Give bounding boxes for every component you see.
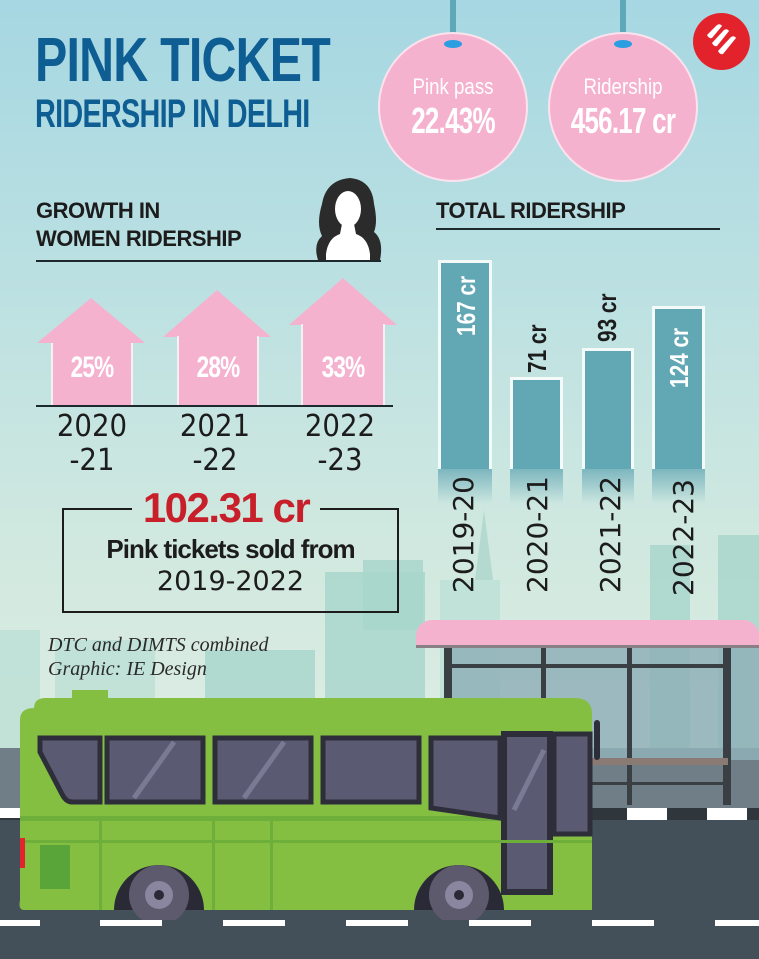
growth-value: 25%: [70, 351, 115, 384]
bar-fade: [510, 469, 563, 504]
badge-label: Ridership: [583, 74, 663, 99]
ridership-badge: Ridership 456.17 cr: [548, 32, 698, 182]
ridership-heading: TOTAL RIDERSHIP: [436, 198, 626, 223]
badge-string: [450, 0, 456, 42]
ridership-bar: [582, 348, 634, 469]
curb-mark: [0, 808, 20, 818]
shelter-post: [723, 645, 731, 805]
bar-fade: [652, 469, 705, 504]
growth-value: 28%: [196, 351, 241, 384]
woman-silhouette-icon: [308, 174, 388, 262]
lane-dash: [223, 920, 285, 926]
bar-fade: [582, 469, 634, 504]
ridership-heading-rule: [436, 228, 720, 230]
curb-mark: [707, 808, 747, 820]
growth-arrow-head: [289, 278, 397, 325]
curb-mark: [627, 808, 667, 820]
box-border: [62, 508, 132, 510]
growth-year-label: 2020 -21: [56, 409, 128, 478]
bus-illustration: [14, 690, 614, 925]
bar-year-label: 2019-20: [447, 476, 480, 593]
ridership-bar: [438, 260, 492, 469]
lane-dash: [346, 920, 408, 926]
bar-year-label: 2021-22: [594, 476, 627, 593]
pink-tickets-value: 102.31 cr: [142, 484, 311, 531]
badge-knot: [444, 40, 462, 48]
shelter-post: [541, 645, 546, 705]
growth-year-label: 2021 -22: [179, 409, 251, 478]
lane-dash: [100, 920, 162, 926]
graphic-credit: Graphic: IE Design: [48, 658, 207, 680]
lane-dash: [715, 920, 759, 926]
lane-dash: [0, 920, 40, 926]
ridership-bar: [652, 306, 705, 469]
badge-knot: [614, 40, 632, 48]
growth-arrow-head: [163, 290, 271, 337]
badge-value: 22.43%: [411, 100, 495, 141]
lane-dash: [469, 920, 531, 926]
bar-fade: [438, 469, 492, 504]
pink-tickets-caption: Pink tickets sold from: [106, 534, 355, 564]
page-title: PINK TICKET: [35, 26, 331, 95]
page-subtitle: RIDERSHIP IN DELHI: [35, 92, 310, 136]
growth-baseline: [36, 405, 393, 407]
growth-arrow: 33%: [301, 324, 385, 406]
bar-value-label: 93 cr: [592, 293, 622, 342]
sidewalk: [0, 748, 22, 808]
growth-arrow: 28%: [177, 336, 259, 406]
shelter-roof: [416, 620, 759, 648]
pink-pass-badge: Pink pass 22.43%: [378, 32, 528, 182]
badge-label: Pink pass: [412, 74, 494, 99]
growth-year-label: 2022 -23: [304, 409, 376, 478]
pink-tickets-period: 2019-2022: [156, 566, 305, 597]
badge-value: 456.17 cr: [570, 100, 676, 141]
building-bg: [363, 560, 423, 630]
bar-value-label: 71 cr: [522, 324, 552, 373]
growth-arrow-head: [37, 298, 145, 343]
bar-year-label: 2020-21: [521, 476, 554, 593]
growth-arrow: 25%: [51, 343, 133, 406]
bar-value-label: 167 cr: [451, 275, 481, 336]
lane-dash: [592, 920, 654, 926]
pink-tickets-box: [62, 508, 399, 613]
shelter-bench: [590, 758, 728, 765]
growth-value: 33%: [321, 351, 366, 384]
badge-string: [620, 0, 626, 42]
bar-year-label: 2022-23: [667, 479, 700, 596]
shelter-rail: [450, 664, 728, 668]
growth-heading-line1: GROWTH IN: [36, 198, 160, 223]
growth-heading-line2: WOMEN RIDERSHIP: [36, 226, 242, 251]
growth-heading-rule: [36, 260, 381, 262]
indian-express-logo-icon: [693, 13, 750, 70]
bar-value-label: 124 cr: [664, 327, 694, 388]
source-note: DTC and DIMTS combined: [48, 634, 269, 656]
shelter-rail: [590, 782, 728, 785]
shelter-post: [627, 645, 632, 805]
box-border: [320, 508, 399, 510]
ridership-bar: [510, 377, 563, 469]
